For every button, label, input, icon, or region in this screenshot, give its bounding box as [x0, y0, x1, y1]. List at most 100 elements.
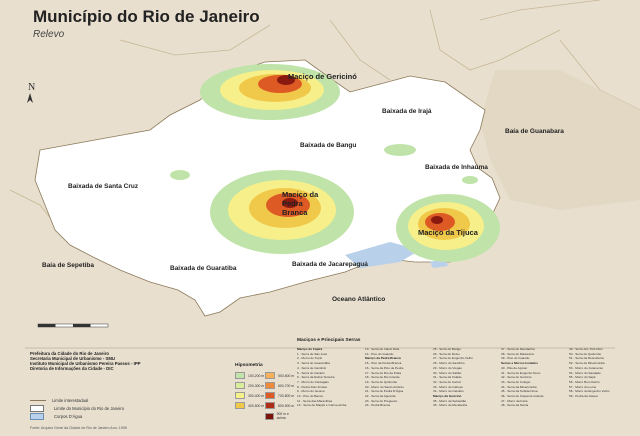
- state-limit-label: Limite interestadual: [52, 397, 89, 403]
- hypsometry-item: [235, 412, 265, 420]
- macico-item: 55 - Morro do Sapê: [569, 375, 596, 380]
- hypsometry-item: 400-500 m: [235, 402, 265, 409]
- macico-item: 35 - Morro da Sebastião: [433, 398, 467, 403]
- macico-item: 45 - Serra da Subida Nova: [501, 389, 538, 394]
- water-swatch: [30, 412, 44, 420]
- hypsometry-label: 700-800 m: [278, 393, 295, 398]
- label-macico-tijuca: Maciço da Tijuca: [418, 228, 478, 237]
- macico-item: 23 - Serra do Pregueiro: [365, 398, 398, 403]
- macico-item: 48 - Serra da Sarna: [501, 403, 529, 408]
- macico-item: 25 - Serra do Bangu: [433, 347, 461, 351]
- hypsometry-label: 300-400 m: [248, 393, 265, 398]
- macico-item: 3 - Serra do Guaxindiba: [297, 361, 330, 366]
- macico-item: 21 - Serra de Pedra D'Água: [365, 389, 404, 394]
- macicos-column: Maciço do Fapira 1 - Serra de São José 2 -…: [297, 347, 365, 408]
- macico-item: 36 - Morro do Mendanha: [433, 403, 468, 408]
- institution-line: Prefeitura da Cidade do Rio de Janeiro: [30, 351, 110, 356]
- hypsometry-label: 800-900 m: [278, 403, 295, 408]
- macico-item: 28 - Morro do Santinho: [433, 361, 465, 366]
- macico-item: 27 - Serra do Engenho Velho: [433, 356, 473, 361]
- label-macico-gericino: Maciço de Gericinó: [288, 72, 357, 81]
- hypsometry-swatch: [265, 402, 275, 409]
- macico-item: 51 - Serra da Descoberta: [569, 356, 604, 361]
- macico-item: 49 - Serra dos Três Rios: [569, 347, 603, 351]
- hypsometry-label: 200-300 m: [248, 383, 265, 388]
- label-baia-sepetiba: Baía de Sepetiba: [42, 262, 95, 269]
- macico-item: 11 - Serra das Maravilhas: [297, 398, 333, 403]
- macico-item: 57 - Morro do Leme: [569, 384, 597, 389]
- macico-group-heading: Maciço da Gericinó: [433, 394, 462, 399]
- macico-item: 22 - Serra da Aguarda: [365, 394, 396, 399]
- state-limit-swatch: [30, 399, 46, 401]
- macico-item: 1 - Serra de São José: [297, 351, 328, 356]
- label-baia-guanabara: Baía de Guanabara: [505, 128, 564, 135]
- hypsometry-item: 800-900 m: [265, 402, 295, 409]
- macicos-column: 49 - Serra dos Três Rios 50 - Serra do Qu…: [569, 347, 637, 408]
- institution-line: Secretaria Municipal de Urbanismo - SMU: [30, 356, 116, 362]
- relief-pedra-branca: [210, 170, 354, 254]
- hypsometry-swatch: [265, 382, 275, 389]
- macico-item: 26 - Serra do Ruivo: [433, 351, 460, 356]
- hypsometry-swatch: [265, 392, 275, 399]
- hypsometry-swatch: [235, 372, 245, 379]
- macico-item: 10 - Pico do Banco: [297, 394, 324, 399]
- macico-group-heading: Maciço do Fapira: [297, 347, 323, 351]
- hypsometry-label: 400-500 m: [248, 403, 265, 408]
- map-title: Município do Rio de Janeiro: [33, 7, 260, 26]
- macico-item: 12 - Serra do Mapipi e Carmenónha: [297, 403, 347, 408]
- minor-hills: [170, 144, 478, 184]
- hypsometry-swatch: [235, 402, 245, 409]
- macico-item: 7 - Morro do Cantagalo: [297, 379, 329, 384]
- macico-item: 31 - Serra da Cidade: [433, 375, 462, 380]
- hypsometry-legend: Hipsometria 100-200 m 500-600 m 200-300 m 6…: [235, 363, 295, 420]
- hypsometry-item: 200-300 m: [235, 382, 265, 389]
- legend-panel: [0, 330, 640, 436]
- label-baixada-bangu: Baixada de Bangu: [300, 142, 357, 149]
- hypsometry-label: 900 m e acima: [276, 412, 289, 420]
- macico-item: 56 - Morro Bom Retiro: [569, 379, 600, 384]
- macico-group-heading: Maciço da Pedra Branca: [365, 356, 401, 361]
- label-oceano: Oceano Atlântico: [332, 296, 386, 303]
- macico-item: 20 - Morro do Santo Antônio: [365, 384, 404, 389]
- hypsometry-item: 300-400 m: [235, 392, 265, 399]
- relief-gericino: [200, 64, 340, 120]
- macico-item: 50 - Serra do Quilombo: [569, 351, 602, 356]
- map-subtitle: Relevo: [33, 29, 65, 40]
- guanabara-bay: [480, 70, 640, 210]
- macico-item: 46 - Serra do Capueira Grande: [501, 394, 544, 399]
- macico-item: 52 - Serra do Misericórdia: [569, 361, 605, 366]
- macico-item: 14 - Pico do Guandu: [365, 351, 394, 356]
- macico-item: 13 - Serra do Inácio Dias: [365, 347, 400, 351]
- macico-item: 44 - Serra da Misericórdia: [501, 384, 537, 389]
- institution-line: Instituto Municipal de Urbanismo Pereira…: [30, 361, 141, 367]
- macico-item: 43 - Serra do Colégio: [501, 379, 531, 384]
- macico-item: 47 - Morro da Faria: [501, 398, 528, 403]
- macico-item: 34 - Morro do Calvário: [433, 389, 464, 394]
- hypsometry-item: 900 m e acima: [265, 412, 295, 420]
- municipal-limit-swatch: [30, 404, 44, 412]
- macico-item: 16 - Serra da Pico da Pedra: [365, 365, 404, 370]
- macico-item: 19 - Serra do Quilombo: [365, 379, 398, 384]
- macico-item: 4 - Serra de Cantimã: [297, 365, 326, 370]
- municipal-limit-label: Limite do Município do Rio de Janeiro: [54, 405, 125, 411]
- hypsometry-title: Hipsometria: [235, 363, 263, 368]
- hypsometry-item: 500-600 m: [265, 372, 295, 379]
- label-baixada-guaratiba: Baixada de Guaratiba: [170, 265, 237, 272]
- hypsometry-item: 700-800 m: [265, 392, 295, 399]
- hypsometry-swatch: [235, 392, 245, 399]
- macico-item: 54 - Morro do Saudade: [569, 370, 601, 375]
- hypsometry-label: 500-600 m: [278, 373, 295, 378]
- macico-item: 40 - Pão de Açúcar: [501, 365, 528, 370]
- jacarepagua-lagoon: [345, 242, 420, 268]
- hypsometry-swatch: [235, 382, 245, 389]
- macico-item: 15 - Pico da Pedra Branca: [365, 361, 402, 366]
- macico-item: 38 - Serra do Madureira: [501, 351, 534, 356]
- label-baixada-iraja: Baixada de Irajá: [382, 108, 432, 115]
- macico-item: 42 - Serra do Gericinó: [501, 375, 532, 380]
- macico-item: 41 - Serra do Engenho Novo: [501, 370, 541, 375]
- macicos-title: Maciços e Principais Serras: [297, 338, 361, 343]
- macico-item: 37 - Serra do Mendanha: [501, 347, 535, 351]
- macico-item: 59 - Pedra da Gávea: [569, 394, 598, 399]
- relief-map: [9, 0, 640, 328]
